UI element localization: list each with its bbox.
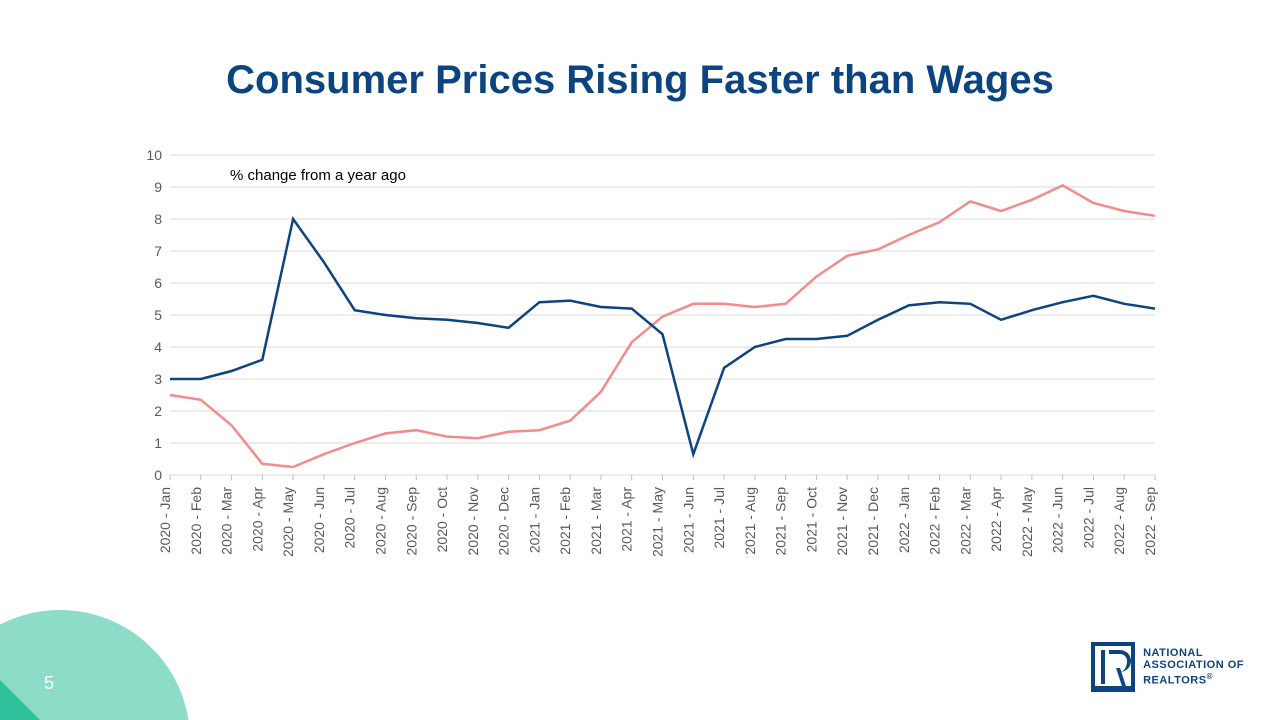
svg-text:10: 10 xyxy=(146,147,162,163)
svg-text:2022 - Jun: 2022 - Jun xyxy=(1050,487,1066,553)
nar-logo-text: NATIONAL ASSOCIATION OF REALTORS® xyxy=(1143,647,1244,688)
chart-svg: 0 1 2 3 4 5 6 7 8 9 10 2020 - Jan 2020 - Feb 2020 - M… xyxy=(135,145,1165,605)
svg-text:9: 9 xyxy=(154,179,162,195)
svg-text:2020 - Nov: 2020 - Nov xyxy=(465,487,481,555)
nar-logo: NATIONAL ASSOCIATION OF REALTORS® xyxy=(1091,642,1244,692)
svg-text:0: 0 xyxy=(154,467,162,483)
svg-text:2020 - Sep: 2020 - Sep xyxy=(403,487,419,556)
svg-text:2020 - Jun: 2020 - Jun xyxy=(311,487,327,553)
decor-circle xyxy=(0,610,190,720)
svg-text:2021 - Jul: 2021 - Jul xyxy=(711,487,727,548)
svg-text:4: 4 xyxy=(154,339,162,355)
svg-text:2021 - Sep: 2021 - Sep xyxy=(773,487,789,556)
svg-text:1: 1 xyxy=(154,435,162,451)
svg-text:2020 - Mar: 2020 - Mar xyxy=(219,487,235,555)
svg-text:2020 - Feb: 2020 - Feb xyxy=(188,487,204,555)
svg-text:2022 - Feb: 2022 - Feb xyxy=(927,487,943,555)
svg-text:2020 - Oct: 2020 - Oct xyxy=(434,487,450,552)
svg-text:2022 - Apr: 2022 - Apr xyxy=(988,487,1004,552)
svg-text:8: 8 xyxy=(154,211,162,227)
series-consumer-prices xyxy=(170,185,1155,467)
svg-text:2021 - May: 2021 - May xyxy=(650,487,666,557)
svg-text:2020 - Aug: 2020 - Aug xyxy=(372,487,388,555)
svg-text:2020 - Jan: 2020 - Jan xyxy=(157,487,173,553)
svg-text:7: 7 xyxy=(154,243,162,259)
svg-text:2020 - Dec: 2020 - Dec xyxy=(496,487,512,555)
svg-text:2020 - Jul: 2020 - Jul xyxy=(342,487,358,548)
svg-text:2022 - Sep: 2022 - Sep xyxy=(1142,487,1158,556)
logo-line2: ASSOCIATION OF xyxy=(1143,659,1244,672)
svg-text:6: 6 xyxy=(154,275,162,291)
svg-text:2021 - Oct: 2021 - Oct xyxy=(803,487,819,552)
svg-text:2021 - Jun: 2021 - Jun xyxy=(680,487,696,553)
svg-text:2: 2 xyxy=(154,403,162,419)
svg-text:2022 - Aug: 2022 - Aug xyxy=(1111,487,1127,555)
svg-text:2021 - Nov: 2021 - Nov xyxy=(834,487,850,555)
svg-text:5: 5 xyxy=(154,307,162,323)
slide-title: Consumer Prices Rising Faster than Wages xyxy=(0,58,1280,103)
svg-text:2021 - Apr: 2021 - Apr xyxy=(619,487,635,552)
nar-logo-mark xyxy=(1091,642,1135,692)
line-chart: % change from a year ago 0 1 2 3 4 5 6 7 8 9 10 202… xyxy=(135,145,1165,605)
slide: Consumer Prices Rising Faster than Wages… xyxy=(0,0,1280,720)
series-wages xyxy=(170,219,1155,454)
svg-text:2021 - Feb: 2021 - Feb xyxy=(557,487,573,555)
svg-text:2022 - Jan: 2022 - Jan xyxy=(896,487,912,553)
svg-text:2021 - Mar: 2021 - Mar xyxy=(588,487,604,555)
svg-text:2022 - Jul: 2022 - Jul xyxy=(1080,487,1096,548)
svg-text:2022 - Mar: 2022 - Mar xyxy=(957,487,973,555)
svg-text:2020 - May: 2020 - May xyxy=(280,487,296,557)
svg-text:2021 - Jan: 2021 - Jan xyxy=(526,487,542,553)
svg-text:2022 - May: 2022 - May xyxy=(1019,487,1035,557)
svg-text:2021 - Dec: 2021 - Dec xyxy=(865,487,881,555)
page-number: 5 xyxy=(44,673,54,694)
svg-text:2021 - Aug: 2021 - Aug xyxy=(742,487,758,555)
svg-text:3: 3 xyxy=(154,371,162,387)
chart-annotation: % change from a year ago xyxy=(230,167,406,184)
logo-line1: NATIONAL xyxy=(1143,647,1244,660)
logo-line3: REALTORS® xyxy=(1143,672,1244,687)
svg-text:2020 - Apr: 2020 - Apr xyxy=(249,487,265,552)
